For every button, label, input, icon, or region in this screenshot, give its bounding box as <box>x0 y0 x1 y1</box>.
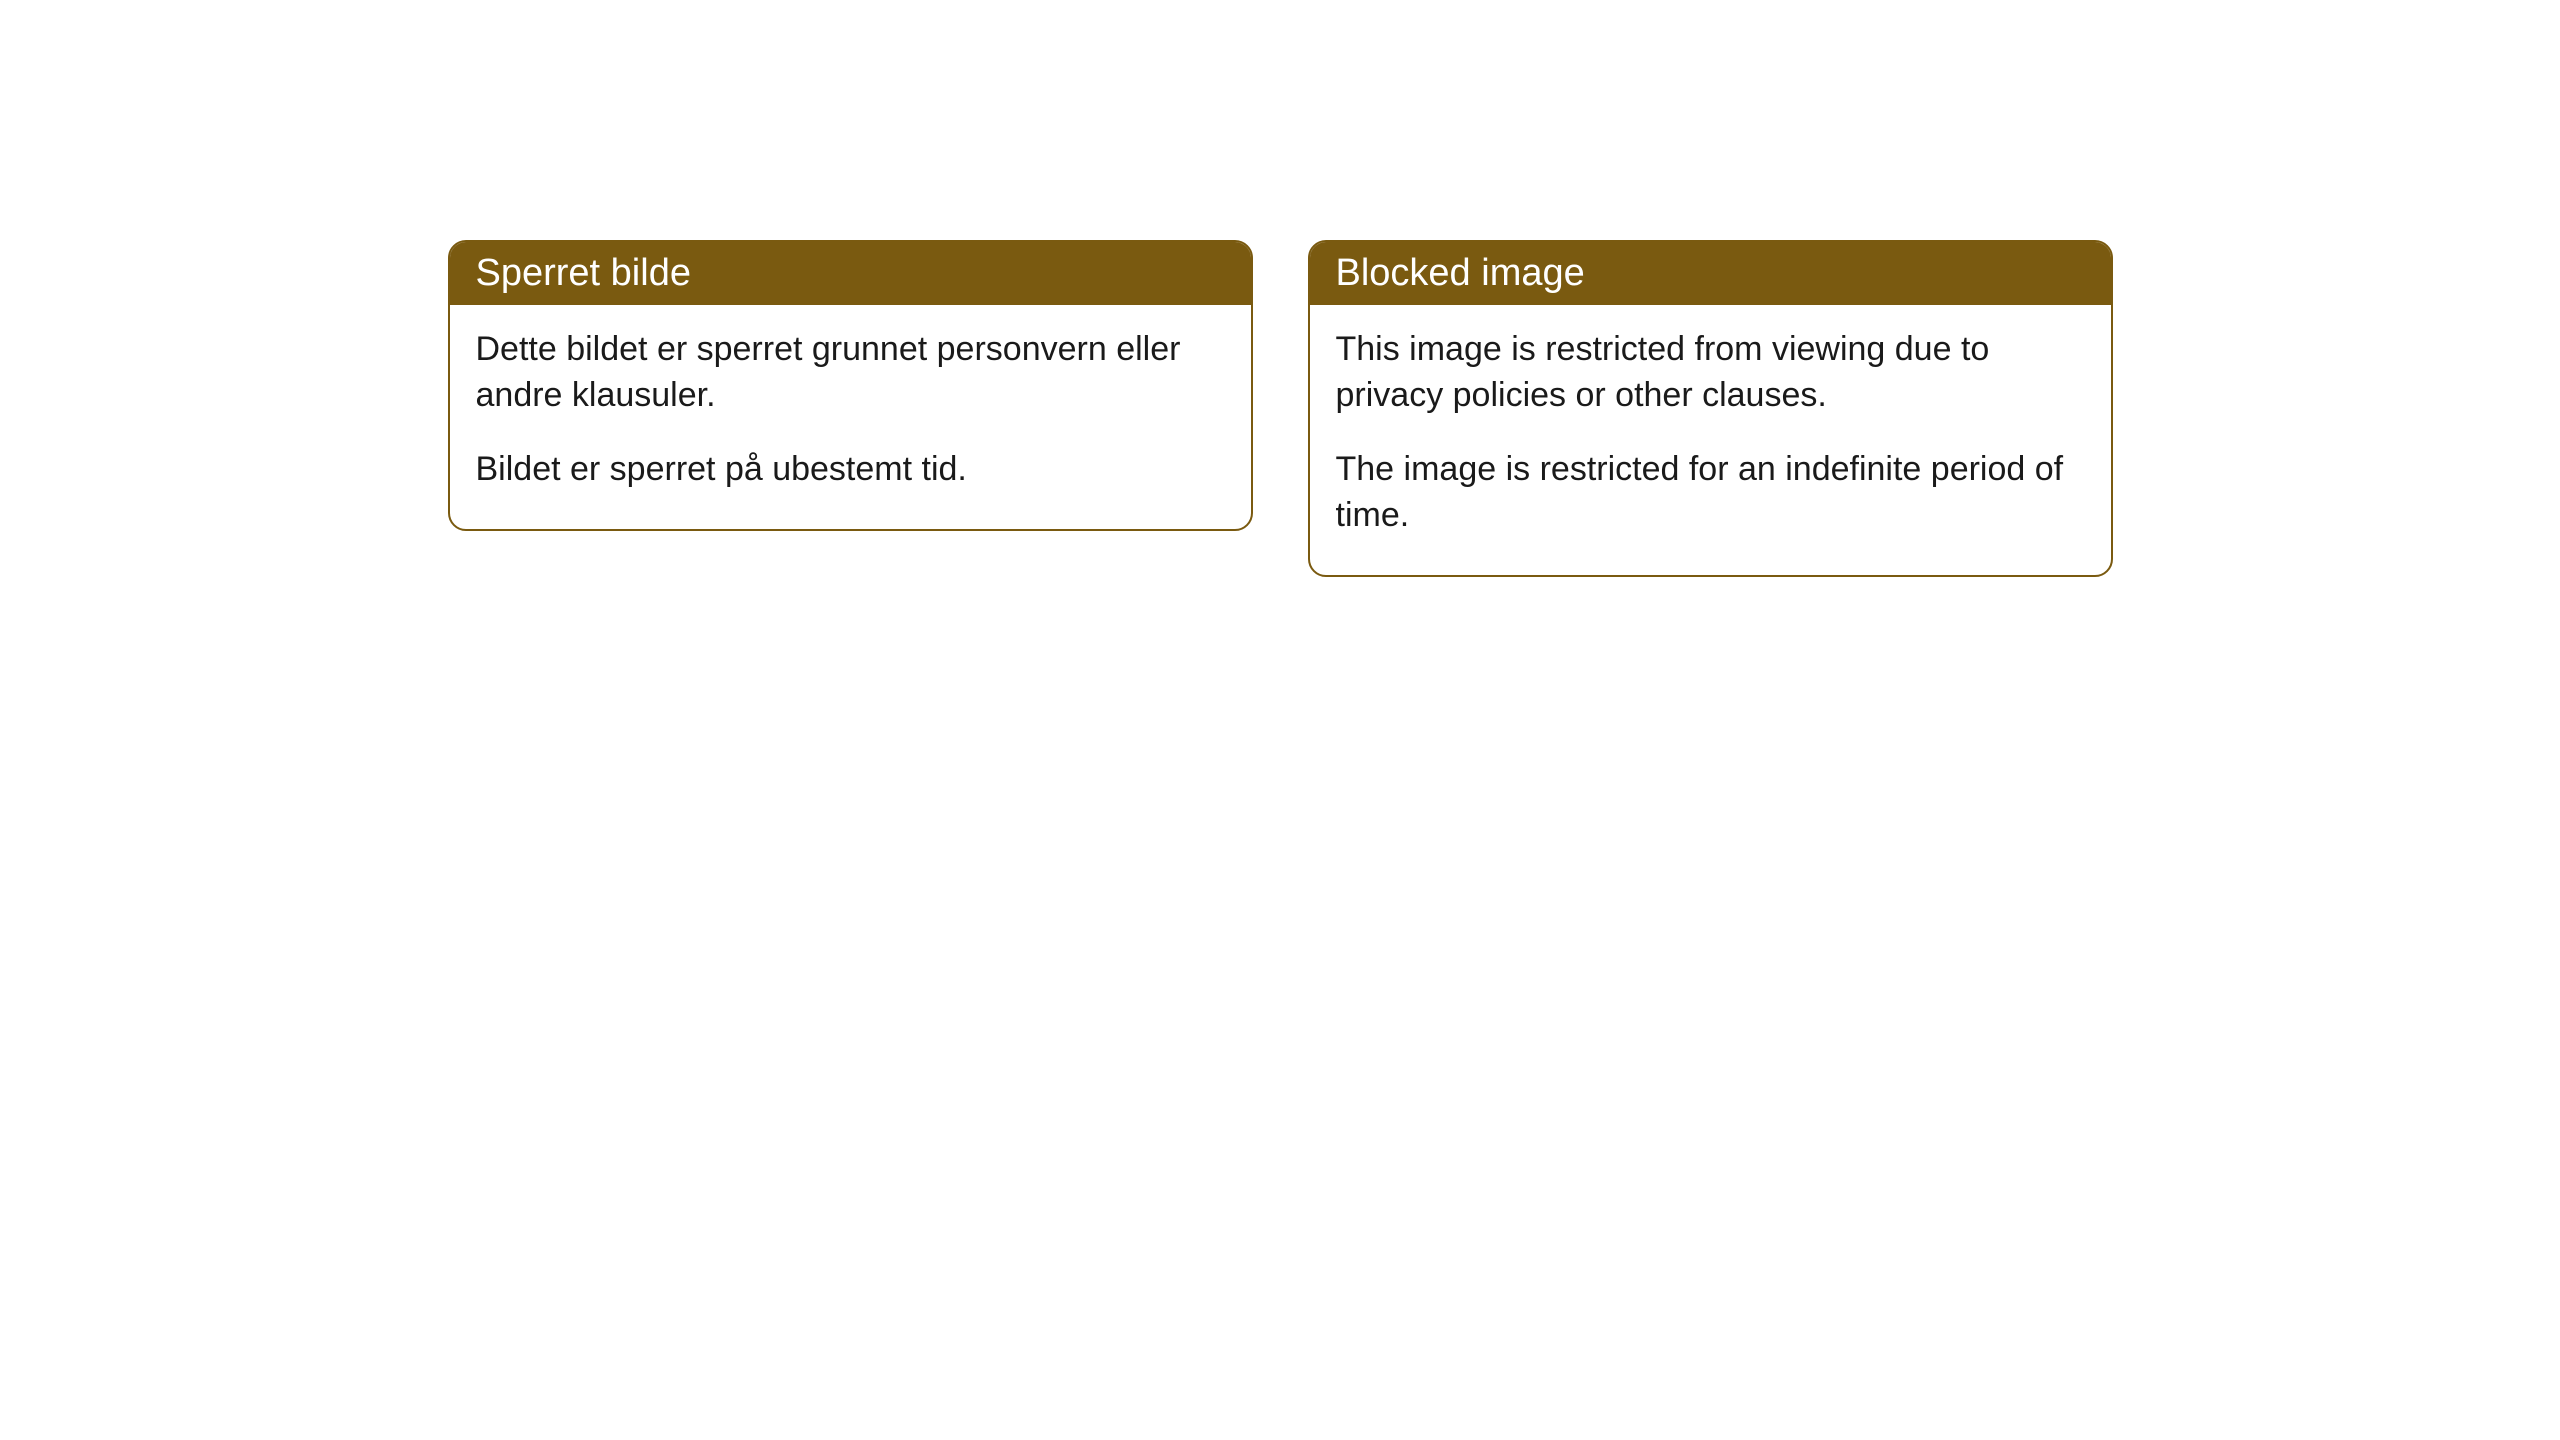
card-paragraph-1: Dette bildet er sperret grunnet personve… <box>476 327 1225 419</box>
card-body-norwegian: Dette bildet er sperret grunnet personve… <box>450 305 1251 529</box>
cards-container: Sperret bilde Dette bildet er sperret gr… <box>448 240 2113 1440</box>
card-body-english: This image is restricted from viewing du… <box>1310 305 2111 575</box>
card-header-english: Blocked image <box>1310 242 2111 305</box>
card-english: Blocked image This image is restricted f… <box>1308 240 2113 577</box>
card-header-norwegian: Sperret bilde <box>450 242 1251 305</box>
card-norwegian: Sperret bilde Dette bildet er sperret gr… <box>448 240 1253 531</box>
card-paragraph-2: Bildet er sperret på ubestemt tid. <box>476 447 1225 493</box>
card-paragraph-1: This image is restricted from viewing du… <box>1336 327 2085 419</box>
card-paragraph-2: The image is restricted for an indefinit… <box>1336 447 2085 539</box>
